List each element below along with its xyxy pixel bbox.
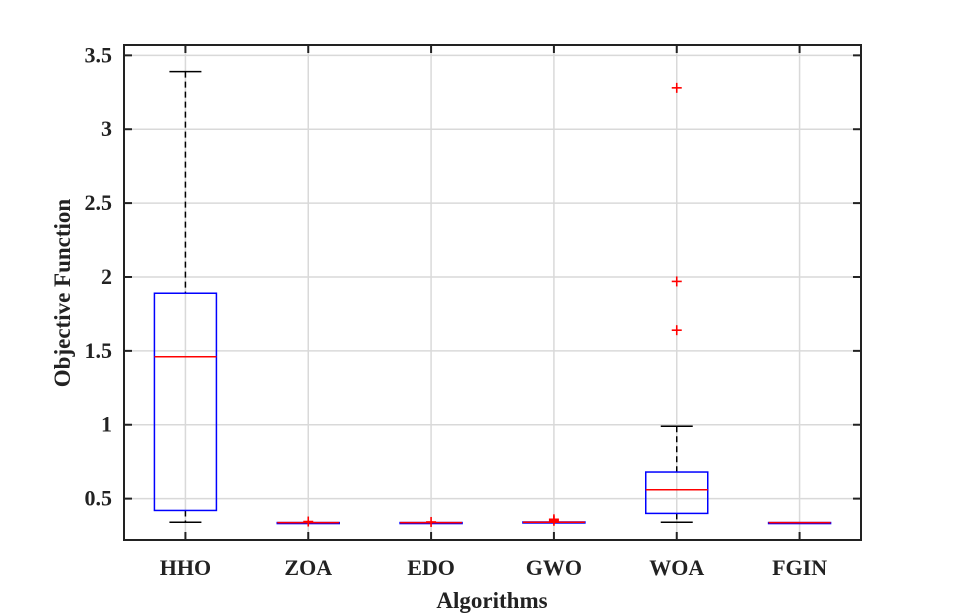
- outlier-marker: [671, 325, 682, 336]
- outlier-marker: [671, 276, 682, 287]
- grid-layer: [124, 45, 861, 540]
- box-group-edo: [399, 516, 463, 527]
- y-tick-label: 2.5: [85, 190, 113, 215]
- outlier-marker: [426, 516, 437, 527]
- outlier-marker: [303, 516, 314, 527]
- tick-layer: 0.5 1 1.5 2 2.5 3 3.5 HHO ZOA EDO GWO WOA FGIN: [85, 42, 861, 580]
- y-tick-label: 3.5: [85, 42, 113, 67]
- x-tick-label: ZOA: [284, 555, 332, 580]
- y-tick-label: 0.5: [85, 486, 113, 511]
- box-iqr: [153, 292, 218, 512]
- box-iqr: [645, 471, 709, 515]
- box-layer: [153, 70, 832, 527]
- y-tick-label: 1: [101, 412, 112, 437]
- x-tick-label: GWO: [526, 555, 582, 580]
- x-tick-label: HHO: [160, 555, 211, 580]
- x-tick-label: WOA: [649, 555, 704, 580]
- box-group-zoa: [276, 516, 340, 527]
- y-tick-label: 3: [101, 116, 112, 141]
- y-tick-label: 1.5: [85, 338, 113, 363]
- x-tick-label: EDO: [407, 555, 455, 580]
- x-tick-label: FGIN: [772, 555, 827, 580]
- y-tick-label: 2: [101, 264, 112, 289]
- y-axis-label: Objective Function: [50, 199, 75, 388]
- box-group-fgin: [767, 521, 832, 525]
- box-group-woa: [645, 82, 709, 524]
- x-axis-label: Algorithms: [436, 588, 547, 613]
- box-group-gwo: [522, 514, 586, 526]
- outlier-marker: [671, 82, 682, 93]
- box-group-hho: [153, 70, 218, 524]
- plot-frame: [123, 44, 862, 541]
- outlier-marker: [548, 514, 559, 525]
